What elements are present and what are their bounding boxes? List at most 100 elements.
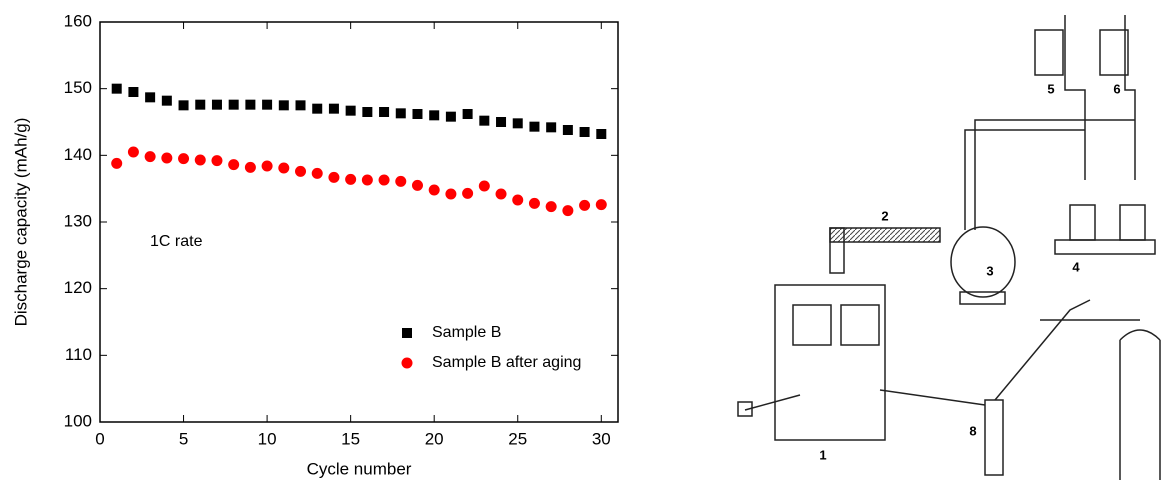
point bbox=[362, 107, 373, 117]
point bbox=[194, 154, 206, 166]
cylinder bbox=[994, 299, 1161, 480]
y-tick-label: 150 bbox=[64, 78, 92, 97]
point bbox=[328, 103, 339, 114]
point bbox=[462, 187, 474, 199]
point bbox=[562, 205, 574, 217]
holder bbox=[1119, 204, 1146, 241]
point bbox=[429, 110, 440, 121]
x-tick-label: 10 bbox=[258, 429, 277, 448]
point bbox=[528, 197, 540, 209]
x-tick-label: 25 bbox=[508, 429, 527, 448]
point bbox=[495, 188, 507, 200]
diagram-label: 2 bbox=[881, 208, 888, 223]
legend-label: Sample B after aging bbox=[432, 354, 581, 371]
point bbox=[345, 105, 356, 116]
reactor bbox=[950, 226, 1016, 298]
point bbox=[411, 179, 423, 191]
diagram-label: 6 bbox=[1113, 81, 1120, 96]
point bbox=[402, 328, 412, 338]
y-axis-label: Discharge capacity (mAh/g) bbox=[11, 118, 30, 327]
point bbox=[228, 159, 240, 171]
point bbox=[328, 171, 340, 183]
point bbox=[579, 127, 590, 137]
point bbox=[428, 184, 440, 196]
stirrer bbox=[959, 291, 1006, 305]
point bbox=[228, 99, 239, 110]
point bbox=[161, 152, 173, 164]
point bbox=[278, 100, 289, 111]
point bbox=[529, 121, 540, 132]
point bbox=[512, 194, 524, 206]
point bbox=[401, 357, 413, 369]
point bbox=[462, 109, 473, 119]
annotation: 1C rate bbox=[150, 233, 203, 250]
point bbox=[595, 199, 607, 211]
point bbox=[195, 99, 206, 110]
point bbox=[311, 167, 323, 179]
diagram-label: 5 bbox=[1047, 81, 1054, 96]
diagram-label: 4 bbox=[1072, 259, 1080, 274]
point bbox=[278, 162, 290, 174]
point bbox=[295, 165, 307, 177]
point bbox=[244, 161, 256, 173]
apparatus-diagram bbox=[737, 15, 1161, 480]
point bbox=[361, 174, 373, 186]
point bbox=[161, 95, 172, 106]
point bbox=[295, 100, 306, 111]
point bbox=[395, 175, 407, 187]
point bbox=[378, 174, 390, 186]
point bbox=[478, 180, 490, 192]
holder bbox=[1069, 204, 1096, 241]
legend-label: Sample B bbox=[432, 324, 501, 341]
point bbox=[479, 115, 490, 126]
point bbox=[596, 129, 607, 139]
diagram-label: 3 bbox=[986, 263, 993, 278]
x-axis-label: Cycle number bbox=[307, 459, 412, 478]
valve bbox=[737, 401, 753, 417]
pipe bbox=[744, 389, 986, 411]
y-tick-label: 140 bbox=[64, 145, 92, 164]
point bbox=[144, 151, 156, 163]
point bbox=[145, 92, 156, 103]
point bbox=[445, 111, 456, 122]
point bbox=[178, 153, 190, 165]
point bbox=[412, 109, 423, 119]
x-tick-label: 30 bbox=[592, 429, 611, 448]
base bbox=[1054, 239, 1156, 255]
point bbox=[127, 146, 139, 158]
pipes bbox=[964, 15, 1136, 230]
tube bbox=[829, 227, 941, 243]
column bbox=[984, 399, 1004, 476]
y-tick-label: 110 bbox=[65, 345, 92, 364]
point bbox=[128, 87, 139, 97]
y-tick-label: 100 bbox=[64, 411, 92, 430]
bottle bbox=[1034, 29, 1064, 76]
x-tick-label: 20 bbox=[425, 429, 444, 448]
point bbox=[579, 199, 591, 211]
point bbox=[262, 99, 273, 110]
point bbox=[512, 118, 523, 129]
point bbox=[211, 99, 222, 110]
vessel bbox=[792, 304, 832, 346]
x-tick-label: 0 bbox=[95, 429, 104, 448]
point bbox=[261, 160, 273, 172]
point bbox=[379, 107, 390, 117]
bottle bbox=[1099, 29, 1129, 76]
point bbox=[345, 173, 357, 185]
y-tick-label: 160 bbox=[64, 11, 92, 30]
cell-box bbox=[774, 284, 886, 441]
point bbox=[111, 83, 122, 94]
point bbox=[178, 100, 189, 111]
point bbox=[545, 201, 557, 213]
tube bbox=[829, 227, 845, 274]
point bbox=[496, 117, 507, 127]
point bbox=[111, 157, 123, 169]
diagram-label: 1 bbox=[819, 447, 826, 462]
y-tick-label: 130 bbox=[64, 211, 92, 230]
x-tick-label: 15 bbox=[341, 429, 360, 448]
point bbox=[245, 99, 256, 110]
point bbox=[562, 125, 573, 135]
point bbox=[211, 155, 223, 167]
point bbox=[445, 188, 457, 200]
